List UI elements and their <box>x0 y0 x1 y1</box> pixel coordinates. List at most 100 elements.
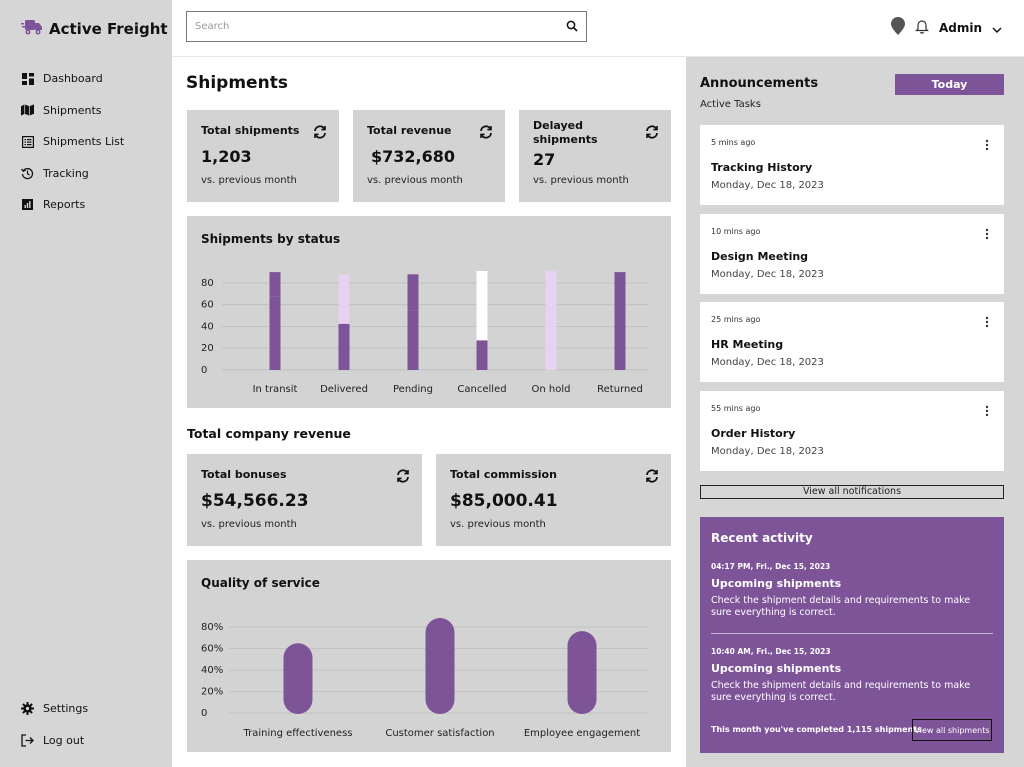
more-vertical-icon[interactable] <box>984 137 990 151</box>
sidebar: Active Freight Dashboard Shipments Shipm… <box>0 0 172 767</box>
chevron-down-icon[interactable] <box>992 19 1002 38</box>
sidebar-item-tracking[interactable]: Tracking <box>21 158 124 190</box>
gear-icon <box>21 702 34 716</box>
refresh-icon[interactable] <box>479 124 493 139</box>
sidebar-item-label: Tracking <box>43 166 89 180</box>
refresh-icon[interactable] <box>645 124 659 139</box>
y-tick-label: 80% <box>201 622 223 633</box>
main-content: Shipments Total shipments 1,203 vs. prev… <box>172 57 686 767</box>
x-tick-label: On hold <box>532 384 571 395</box>
announcements-title: Announcements <box>700 76 819 91</box>
brand[interactable]: Active Freight <box>21 18 168 40</box>
refresh-icon[interactable] <box>396 468 410 483</box>
announcement-title: Design Meeting <box>711 250 809 263</box>
bar-pending <box>407 310 419 370</box>
more-vertical-icon[interactable] <box>984 314 990 328</box>
bar-returned <box>614 326 626 370</box>
y-tick-label: 40 <box>201 321 214 332</box>
bell-icon[interactable] <box>915 19 929 38</box>
more-vertical-icon[interactable] <box>984 403 990 417</box>
stat-value: 27 <box>533 150 556 169</box>
bar-cancelled <box>476 271 488 341</box>
sidebar-item-logout[interactable]: Log out <box>21 725 88 757</box>
activity-divider <box>711 633 993 634</box>
announcement-date: Monday, Dec 18, 2023 <box>711 269 824 280</box>
bar-training-effectiveness <box>283 643 313 714</box>
quality-of-service-chart: 80% 60% 40% 20% 0 Training effectiveness Custo… <box>201 618 649 739</box>
announcement-time: 25 mins ago <box>711 315 761 324</box>
stat-title: Total bonuses <box>201 468 287 481</box>
x-tick-label: Customer satisfaction <box>385 728 494 739</box>
bar-employee-engagement <box>567 631 597 714</box>
refresh-icon[interactable] <box>645 468 659 483</box>
stat-card-total-revenue: Total revenue $732,680 vs. previous mont… <box>353 110 505 202</box>
shipments-by-status-chart: 80 60 40 20 0 In transit Delivered Pending Cance… <box>201 271 649 395</box>
user-menu[interactable]: Admin <box>938 21 982 35</box>
today-button[interactable]: Today <box>895 74 1004 95</box>
view-all-shipments-button[interactable]: View all shipments <box>912 719 992 741</box>
page-title: Shipments <box>186 73 288 93</box>
activity-time: 10:40 AM, Fri., Dec 15, 2023 <box>711 647 831 656</box>
location-pin-icon[interactable] <box>890 17 905 39</box>
x-tick-label: Training effectiveness <box>242 728 352 739</box>
stat-card-total-shipments: Total shipments 1,203 vs. previous month <box>187 110 339 202</box>
grid-icon <box>21 72 34 85</box>
y-tick-label: 60% <box>201 644 223 655</box>
bar-on-hold <box>545 271 557 370</box>
announcement-card[interactable]: 10 mins ago Design Meeting Monday, Dec 1… <box>700 214 1004 294</box>
sidebar-item-reports[interactable]: Reports <box>21 189 124 221</box>
map-icon <box>21 104 34 117</box>
y-tick-label: 0 <box>201 365 207 376</box>
activity-description: Check the shipment details and requireme… <box>711 595 971 618</box>
announcement-date: Monday, Dec 18, 2023 <box>711 446 824 457</box>
recent-activity-title: Recent activity <box>711 531 813 545</box>
quality-of-service-card: Quality of service 80% 60% 40% 20% 0 Training… <box>187 560 671 752</box>
bar-customer-satisfaction <box>425 618 455 714</box>
bar-returned <box>614 272 626 326</box>
stat-title: Total commission <box>450 468 557 481</box>
chart-title: Shipments by status <box>201 232 341 246</box>
sidebar-item-label: Log out <box>43 733 85 747</box>
announcement-title: Tracking History <box>711 161 813 174</box>
search-icon[interactable] <box>566 17 578 36</box>
stat-subtitle: vs. previous month <box>533 175 629 186</box>
view-all-notifications-button[interactable]: View all notifications <box>700 485 1004 499</box>
sidebar-item-settings[interactable]: Settings <box>21 693 88 725</box>
stat-subtitle: vs. previous month <box>367 175 463 186</box>
refresh-icon[interactable] <box>313 124 327 139</box>
announcement-card[interactable]: 55 mins ago Order History Monday, Dec 18… <box>700 391 1004 471</box>
announcement-title: Order History <box>711 427 796 440</box>
sidebar-item-dashboard[interactable]: Dashboard <box>21 63 124 95</box>
announcement-card[interactable]: 5 mins ago Tracking History Monday, Dec … <box>700 125 1004 205</box>
activity-title: Upcoming shipments <box>711 577 842 590</box>
stat-subtitle: vs. previous month <box>450 519 546 530</box>
sidebar-item-label: Reports <box>43 198 86 212</box>
sidebar-item-label: Shipments <box>43 103 102 117</box>
revenue-section-title: Total company revenue <box>187 426 351 441</box>
chart-icon <box>21 198 34 211</box>
search-box <box>186 11 587 42</box>
sidebar-item-shipments[interactable]: Shipments <box>21 95 124 127</box>
stat-subtitle: vs. previous month <box>201 175 297 186</box>
sidebar-item-label: Settings <box>43 702 89 716</box>
activity-item: 04:17 PM, Fri., Dec 15, 2023 Upcoming sh… <box>711 562 993 619</box>
stat-title: Total revenue <box>367 124 452 137</box>
bar-in-transit <box>269 272 281 297</box>
sidebar-bottom: Settings Log out <box>21 693 88 756</box>
logout-icon <box>21 734 34 747</box>
list-icon <box>21 135 34 148</box>
top-right-controls: Admin <box>890 17 1002 39</box>
announcement-date: Monday, Dec 18, 2023 <box>711 180 824 191</box>
search-input[interactable] <box>195 21 566 32</box>
activity-time: 04:17 PM, Fri., Dec 15, 2023 <box>711 562 831 571</box>
announcements-subtitle: Active Tasks <box>700 99 761 110</box>
activity-footer-text: This month you've completed 1,115 shipme… <box>711 725 922 734</box>
sidebar-item-shipments-list[interactable]: Shipments List <box>21 126 124 158</box>
more-vertical-icon[interactable] <box>984 226 990 240</box>
truck-icon <box>21 18 43 40</box>
y-tick-label: 80 <box>201 278 214 289</box>
announcement-title: HR Meeting <box>711 338 784 351</box>
stat-value: $732,680 <box>371 147 456 166</box>
announcement-card[interactable]: 25 mins ago HR Meeting Monday, Dec 18, 2… <box>700 302 1004 382</box>
activity-title: Upcoming shipments <box>711 662 842 675</box>
